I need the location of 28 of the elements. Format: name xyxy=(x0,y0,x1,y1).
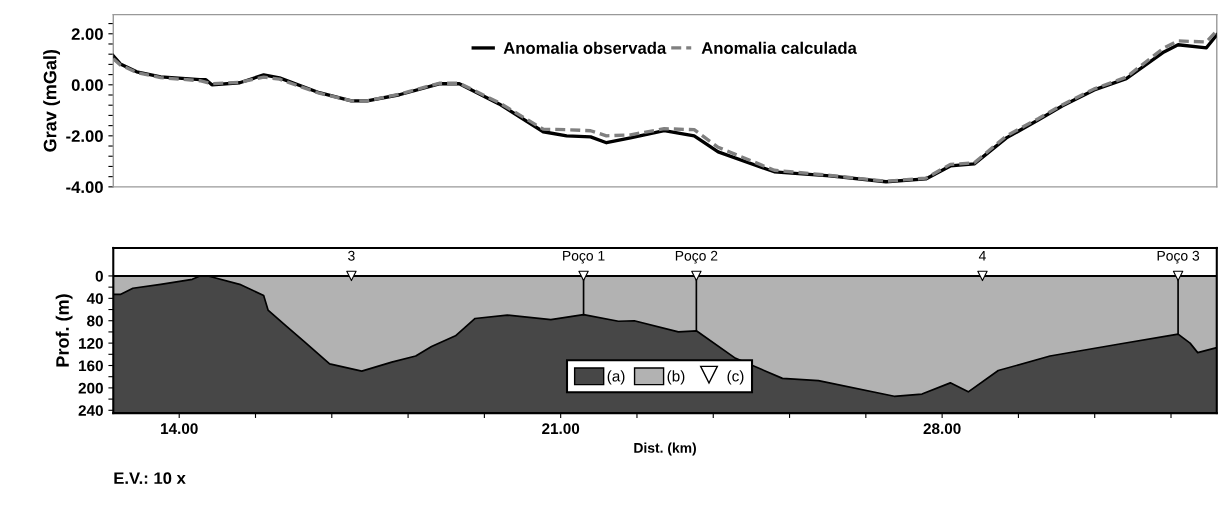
y-tick-label: 0 xyxy=(95,270,103,282)
y-tick-label: 120 xyxy=(79,337,103,349)
y-axis-title: Prof. (m) xyxy=(55,294,73,367)
annotation: Poço 2 xyxy=(675,250,718,264)
band-label: (a) xyxy=(607,370,625,385)
legend-label: Anomalia observada xyxy=(503,41,667,54)
x-tick-label: 28.00 xyxy=(923,423,961,435)
y-tick-label: 40 xyxy=(86,293,103,305)
x-axis-title: Dist. (km) xyxy=(634,442,696,456)
legend-label: Anomalia calculada xyxy=(701,41,857,54)
y-tick-label: 80 xyxy=(87,315,103,327)
annotation: Poço 1 xyxy=(563,250,605,264)
y-tick-label: 0.00 xyxy=(71,79,103,92)
y-tick-label: 240 xyxy=(78,405,103,416)
y-tick-label: 2.00 xyxy=(71,28,103,40)
x-tick-label: 21.00 xyxy=(542,423,580,435)
y-tick-label: 160 xyxy=(79,360,103,372)
annotation: 4 xyxy=(978,251,986,261)
legend-label: (b) xyxy=(667,370,685,385)
annotation: Poço 3 xyxy=(1157,250,1200,264)
legend-label: (c) xyxy=(727,370,744,385)
y-tick-label: -2.00 xyxy=(66,130,103,143)
y-axis-title: Grav (mGal) xyxy=(43,49,61,152)
annotation: 3 xyxy=(348,250,355,261)
y-tick-label: -4.00 xyxy=(66,181,103,194)
x-tick-label: 14.00 xyxy=(161,423,198,435)
y-tick-label: 200 xyxy=(78,382,103,394)
text: E.V.: 10 x xyxy=(114,472,186,485)
